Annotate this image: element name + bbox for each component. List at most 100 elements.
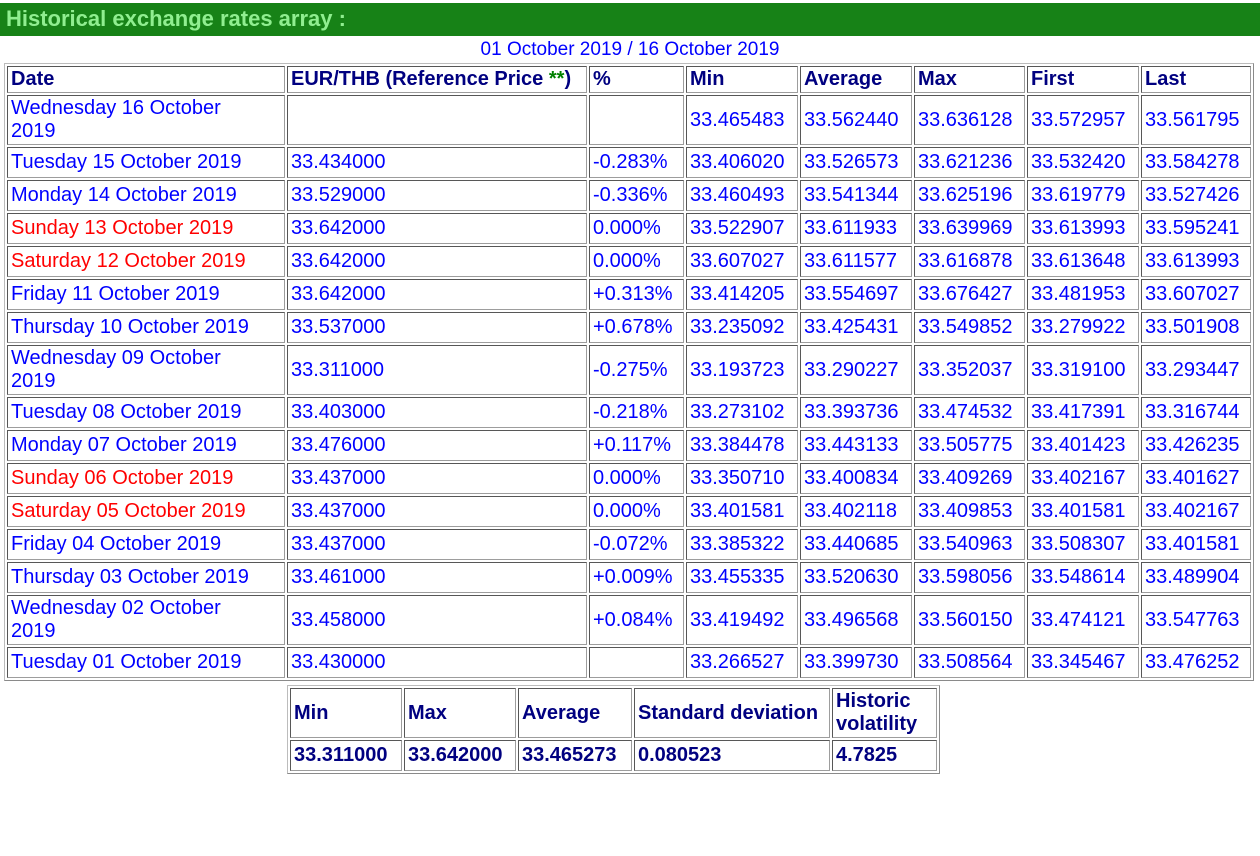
first-cell: 33.279922	[1027, 312, 1139, 343]
reference-price-cell: 33.458000	[287, 595, 587, 645]
max-cell: 33.616878	[914, 246, 1025, 277]
reference-price-cell: 33.434000	[287, 147, 587, 178]
max-cell: 33.409269	[914, 463, 1025, 494]
summary-std-deviation-value: 0.080523	[634, 740, 830, 771]
last-cell: 33.607027	[1141, 279, 1251, 310]
summary-historic-volatility-value: 4.7825	[832, 740, 937, 771]
max-cell: 33.508564	[914, 647, 1025, 678]
table-row: Thursday 03 October 2019 33.461000 +0.009%…	[7, 562, 1251, 593]
table-row: Monday 07 October 2019 33.476000 +0.117% 33…	[7, 430, 1251, 461]
table-row: Wednesday 09 October 2019 33.311000 -0.275…	[7, 345, 1251, 395]
reference-price-cell: 33.529000	[287, 180, 587, 211]
pct-change-cell: -0.072%	[589, 529, 684, 560]
first-cell: 33.474121	[1027, 595, 1139, 645]
last-cell: 33.489904	[1141, 562, 1251, 593]
first-cell: 33.532420	[1027, 147, 1139, 178]
max-cell: 33.505775	[914, 430, 1025, 461]
last-cell: 33.426235	[1141, 430, 1251, 461]
reference-price-cell: 33.437000	[287, 496, 587, 527]
col-header-date: Date	[7, 66, 285, 93]
reference-price-cell: 33.642000	[287, 213, 587, 244]
pct-change-cell: -0.283%	[589, 147, 684, 178]
max-cell: 33.598056	[914, 562, 1025, 593]
average-cell: 33.526573	[800, 147, 912, 178]
pct-change-cell	[589, 647, 684, 678]
col-header-max: Max	[914, 66, 1025, 93]
summary-values-row: 33.311000 33.642000 33.465273 0.080523 4…	[290, 740, 937, 771]
first-cell: 33.481953	[1027, 279, 1139, 310]
first-cell: 33.401423	[1027, 430, 1139, 461]
last-cell: 33.401627	[1141, 463, 1251, 494]
rates-tbody: Wednesday 16 October 2019 33.465483 33.562…	[7, 95, 1251, 678]
date-cell: Thursday 10 October 2019	[7, 312, 285, 343]
average-cell: 33.611933	[800, 213, 912, 244]
last-cell: 33.316744	[1141, 397, 1251, 428]
max-cell: 33.639969	[914, 213, 1025, 244]
first-cell: 33.548614	[1027, 562, 1139, 593]
last-cell: 33.402167	[1141, 496, 1251, 527]
max-cell: 33.621236	[914, 147, 1025, 178]
date-cell: Wednesday 02 October 2019	[7, 595, 285, 645]
first-cell: 33.508307	[1027, 529, 1139, 560]
summary-average-value: 33.465273	[518, 740, 632, 771]
last-cell: 33.476252	[1141, 647, 1251, 678]
min-cell: 33.384478	[686, 430, 798, 461]
average-cell: 33.402118	[800, 496, 912, 527]
summary-header-average: Average	[518, 688, 632, 738]
table-row: Tuesday 01 October 2019 33.430000 33.26652…	[7, 647, 1251, 678]
max-cell: 33.540963	[914, 529, 1025, 560]
max-cell: 33.474532	[914, 397, 1025, 428]
pct-change-cell: +0.084%	[589, 595, 684, 645]
min-cell: 33.465483	[686, 95, 798, 145]
historical-rates-table: Date EUR/THB (Reference Price **) % Min …	[4, 63, 1254, 681]
reference-price-cell: 33.476000	[287, 430, 587, 461]
pct-change-cell: -0.275%	[589, 345, 684, 395]
date-range: 01 October 2019 / 16 October 2019	[480, 39, 780, 60]
min-cell: 33.235092	[686, 312, 798, 343]
pct-change-cell: +0.678%	[589, 312, 684, 343]
table-row: Sunday 06 October 2019 33.437000 0.000% 33.…	[7, 463, 1251, 494]
first-cell: 33.345467	[1027, 647, 1139, 678]
first-cell: 33.402167	[1027, 463, 1139, 494]
table-row: Tuesday 15 October 2019 33.434000 -0.283% 3…	[7, 147, 1251, 178]
pct-change-cell: +0.313%	[589, 279, 684, 310]
summary-statistics-table: Min Max Average Standard deviation Histo…	[287, 685, 940, 774]
summary-header-historic-volatility: Historic volatility	[832, 688, 937, 738]
eur-thb-label: EUR/THB (Reference Price	[291, 68, 549, 90]
table-row: Wednesday 02 October 2019 33.458000 +0.084…	[7, 595, 1251, 645]
reference-price-stars: **	[548, 68, 565, 90]
average-cell: 33.443133	[800, 430, 912, 461]
last-cell: 33.613993	[1141, 246, 1251, 277]
pct-change-cell: 0.000%	[589, 496, 684, 527]
max-cell: 33.676427	[914, 279, 1025, 310]
average-cell: 33.290227	[800, 345, 912, 395]
reference-price-cell: 33.430000	[287, 647, 587, 678]
date-cell: Tuesday 08 October 2019	[7, 397, 285, 428]
min-cell: 33.419492	[686, 595, 798, 645]
date-cell: Sunday 06 October 2019	[7, 463, 285, 494]
summary-header-min: Min	[290, 688, 402, 738]
summary-header-row: Min Max Average Standard deviation Histo…	[290, 688, 937, 738]
average-cell: 33.520630	[800, 562, 912, 593]
reference-price-cell	[287, 95, 587, 145]
average-cell: 33.611577	[800, 246, 912, 277]
summary-header-std-deviation: Standard deviation	[634, 688, 830, 738]
pct-change-cell: -0.218%	[589, 397, 684, 428]
header-row: Date EUR/THB (Reference Price **) % Min …	[7, 66, 1251, 93]
table-row: Sunday 13 October 2019 33.642000 0.000% 33.…	[7, 213, 1251, 244]
summary-header-max: Max	[404, 688, 516, 738]
last-cell: 33.547763	[1141, 595, 1251, 645]
pct-change-cell: +0.117%	[589, 430, 684, 461]
average-cell: 33.393736	[800, 397, 912, 428]
first-cell: 33.572957	[1027, 95, 1139, 145]
last-cell: 33.501908	[1141, 312, 1251, 343]
pct-change-cell: 0.000%	[589, 213, 684, 244]
pct-change-cell: +0.009%	[589, 562, 684, 593]
min-cell: 33.193723	[686, 345, 798, 395]
table-row: Tuesday 08 October 2019 33.403000 -0.218% 3…	[7, 397, 1251, 428]
min-cell: 33.401581	[686, 496, 798, 527]
summary-max-value: 33.642000	[404, 740, 516, 771]
col-header-average: Average	[800, 66, 912, 93]
date-cell: Sunday 13 October 2019	[7, 213, 285, 244]
date-cell: Monday 07 October 2019	[7, 430, 285, 461]
